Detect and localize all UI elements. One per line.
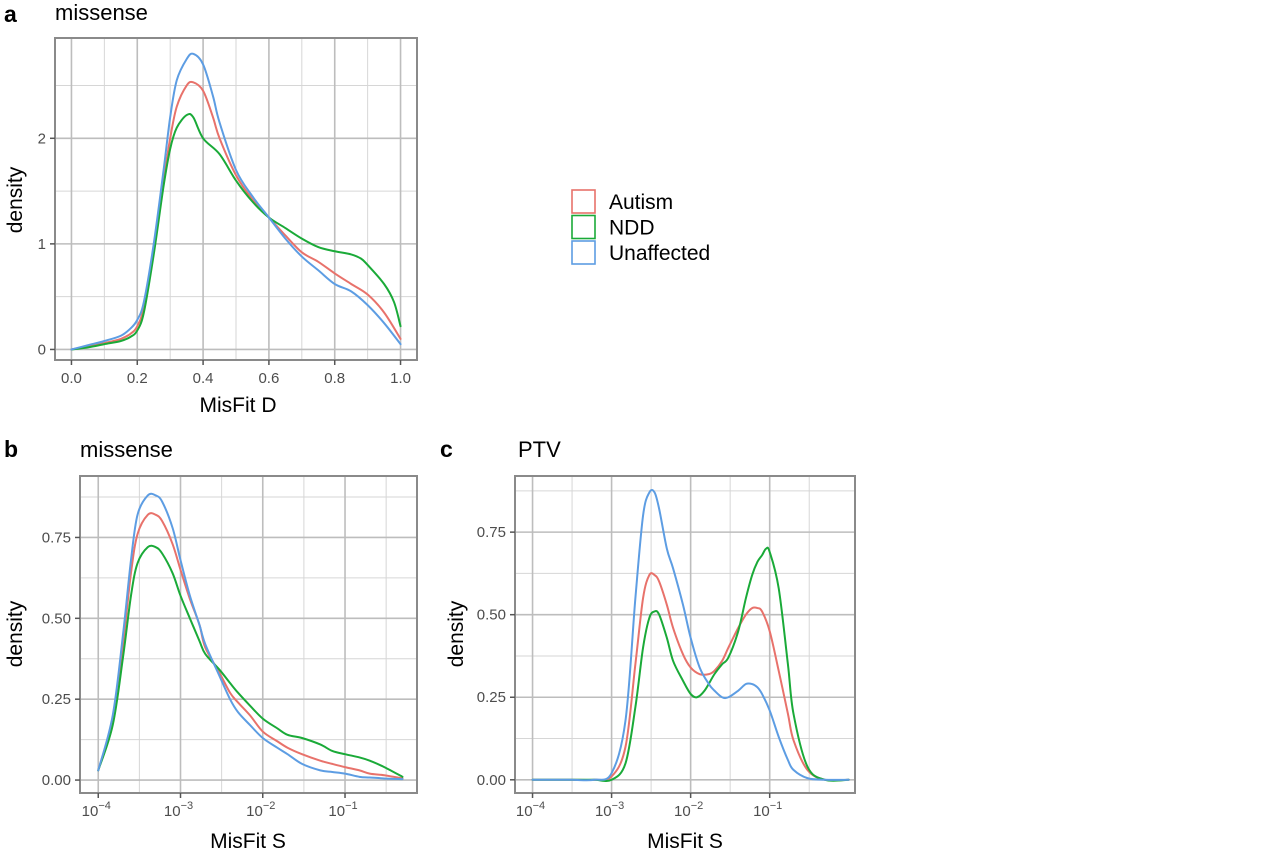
series-line-ndd bbox=[531, 546, 850, 782]
x-axis-title: MisFit S bbox=[210, 830, 286, 852]
plot-background bbox=[515, 476, 855, 793]
y-tick-label: 0.00 bbox=[477, 772, 506, 789]
series-line-unaffected bbox=[97, 492, 404, 781]
y-axis-title: density bbox=[4, 600, 27, 667]
x-tick-label: 10−3 bbox=[595, 800, 624, 820]
panel-title: missense bbox=[80, 437, 173, 462]
x-tick-base: 10 bbox=[753, 803, 770, 820]
plot-frame bbox=[54, 37, 418, 361]
y-tick-label: 0.25 bbox=[477, 689, 506, 706]
y-tick-label: 1 bbox=[38, 236, 46, 253]
x-tick-base: 10 bbox=[164, 803, 181, 820]
panel-letter: b bbox=[4, 436, 18, 462]
x-tick-label: 0.0 bbox=[61, 370, 82, 387]
legend-key-ndd bbox=[571, 214, 596, 240]
panel-title: missense bbox=[55, 0, 148, 25]
x-tick-base: 10 bbox=[674, 803, 691, 820]
series-line-unaffected bbox=[70, 52, 402, 351]
plot-frame bbox=[79, 475, 418, 794]
x-tick-exponent: −2 bbox=[263, 800, 276, 812]
y-axis-title: density bbox=[4, 166, 27, 233]
x-tick-label: 0.2 bbox=[127, 370, 148, 387]
panel-letter: c bbox=[440, 436, 453, 462]
plot-background bbox=[80, 476, 417, 793]
legend-label-unaffected: Unaffected bbox=[609, 242, 710, 265]
x-tick-label: 10−1 bbox=[753, 800, 782, 820]
x-tick-label: 10−2 bbox=[246, 800, 275, 820]
x-axis-title: MisFit S bbox=[647, 830, 723, 852]
legend-key-unaffected bbox=[571, 240, 596, 265]
x-tick-label: 10−4 bbox=[516, 800, 545, 820]
x-tick-exponent: −3 bbox=[181, 800, 194, 812]
y-axis-title: density bbox=[445, 600, 468, 667]
x-tick-label: 0.6 bbox=[258, 370, 279, 387]
y-tick-label: 0 bbox=[38, 341, 46, 358]
series-line-ndd bbox=[97, 544, 404, 778]
plot-frame bbox=[514, 475, 856, 794]
panel-title: PTV bbox=[518, 437, 561, 462]
series-line-ndd bbox=[70, 112, 402, 351]
x-tick-base: 10 bbox=[595, 803, 612, 820]
series-line-autism bbox=[531, 572, 850, 782]
series-line-autism bbox=[70, 80, 402, 351]
x-tick-exponent: −4 bbox=[533, 800, 546, 812]
x-tick-exponent: −2 bbox=[691, 800, 704, 812]
y-tick-label: 0.75 bbox=[42, 529, 71, 546]
panel-letter: a bbox=[4, 1, 17, 27]
y-tick-label: 0.50 bbox=[477, 607, 506, 624]
y-tick-label: 0.25 bbox=[42, 691, 71, 708]
y-tick-label: 2 bbox=[38, 130, 46, 147]
y-tick-label: 0.75 bbox=[477, 524, 506, 541]
series-line-autism bbox=[97, 512, 404, 780]
x-tick-label: 1.0 bbox=[390, 370, 411, 387]
x-tick-label: 10−1 bbox=[328, 800, 357, 820]
legend-label-ndd: NDD bbox=[609, 217, 655, 240]
x-tick-base: 10 bbox=[516, 803, 533, 820]
x-tick-base: 10 bbox=[82, 803, 99, 820]
panel-a: a missense 0.0 0.2 0.4 0.6 0.8 1.0 0 1 2 MisFit D de… bbox=[4, 0, 418, 417]
y-tick-label: 0.00 bbox=[42, 772, 71, 789]
x-tick-label: 10−3 bbox=[164, 800, 193, 820]
y-tick-label: 0.50 bbox=[42, 610, 71, 627]
x-tick-exponent: −1 bbox=[770, 800, 783, 812]
x-tick-exponent: −3 bbox=[612, 800, 625, 812]
series-line-unaffected bbox=[531, 489, 850, 782]
x-tick-label: 0.4 bbox=[193, 370, 214, 387]
x-tick-label: 10−2 bbox=[674, 800, 703, 820]
x-tick-base: 10 bbox=[328, 803, 345, 820]
x-axis-title: MisFit D bbox=[200, 394, 277, 417]
x-tick-exponent: −4 bbox=[98, 800, 111, 812]
x-tick-exponent: −1 bbox=[345, 800, 358, 812]
x-tick-label: 0.8 bbox=[324, 370, 345, 387]
legend-label-autism: Autism bbox=[609, 191, 673, 214]
x-tick-base: 10 bbox=[246, 803, 263, 820]
x-tick-label: 10−4 bbox=[82, 800, 111, 820]
legend-key-autism bbox=[571, 189, 596, 214]
